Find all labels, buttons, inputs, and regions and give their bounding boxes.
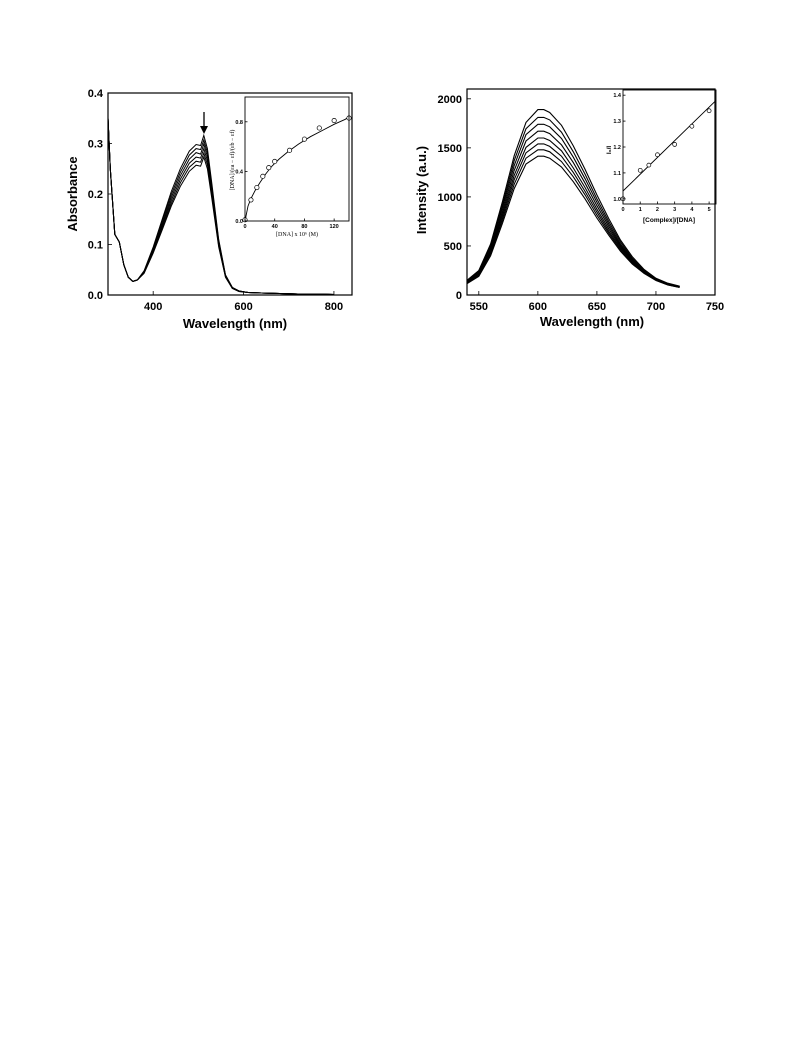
emission-y-tick-label: 500: [444, 241, 462, 253]
emission-x-tick-label: 550: [470, 301, 488, 313]
absorbance-inset-x-tick-label: 0: [243, 224, 246, 230]
emission-x-tick-label: 750: [706, 301, 724, 313]
absorbance-y-tick-label: 0.3: [88, 139, 103, 151]
emission-inset-point: [672, 142, 678, 147]
emission-y-axis-label: Intensity (a.u.): [414, 146, 429, 234]
absorbance-inset-x-tick-label: 40: [272, 224, 278, 230]
emission-y-tick-label: 2000: [438, 94, 462, 106]
emission-plot-frame: [466, 88, 716, 296]
emission-inset-y-axis-label: I₀/I: [606, 146, 613, 155]
absorbance-inset-x-tick-label: 120: [330, 224, 339, 230]
emission-x-tick-label: 600: [529, 301, 547, 313]
emission-x-tick-label: 700: [647, 301, 665, 313]
emission-inset-point: [689, 123, 695, 129]
emission-inset-y-tick-label: 1.2: [613, 145, 621, 151]
absorbance-x-tick-label: 800: [325, 301, 343, 313]
absorbance-series-line: [107, 118, 334, 295]
absorbance-inset-point: [248, 197, 254, 203]
emission-series-line: [466, 155, 680, 289]
absorbance-inset-point: [331, 118, 337, 124]
emission-inset-x-tick-label: 1: [639, 207, 642, 213]
absorbance-inset-point: [316, 125, 322, 131]
absorbance-plot-frame: [107, 92, 353, 296]
absorbance-inset-point: [266, 165, 272, 171]
emission-series-group: [466, 109, 680, 289]
emission-y-tick-label: 1500: [438, 143, 462, 155]
absorbance-inset-frame: [244, 96, 350, 222]
emission-inset-y-tick-label: 1.0: [613, 197, 621, 203]
absorbance-inset-x-axis-label: [DNA] x 10⁶ (M): [276, 231, 318, 238]
emission-y-tick-label: 1000: [438, 192, 462, 204]
emission-inset-y-tick-label: 1.3: [613, 119, 621, 125]
absorbance-inset-fit-line: [244, 116, 350, 222]
absorbance-series-line: [107, 118, 334, 295]
absorbance-x-tick-label: 400: [144, 301, 162, 313]
emission-series-line: [466, 130, 680, 288]
absorbance-y-tick-label: 0.1: [88, 240, 103, 252]
emission-inset-frame: [622, 89, 717, 205]
absorbance-inset-tick-group: 0 40 80 120 0.0 0.4 0.8: [235, 120, 338, 230]
absorbance-inset-y-axis-label: [DNA]/(εa − εf)/(εb − εf): [229, 130, 236, 191]
emission-inset-x-tick-label: 3: [673, 207, 676, 213]
absorbance-inset-points-group: [242, 115, 352, 223]
emission-inset-point: [706, 108, 712, 114]
absorbance-series-group: [107, 118, 334, 295]
emission-inset-tick-group: 0 1 2 3 4 5 1.0 1.1 1.2 1.3 1.4: [613, 93, 710, 213]
emission-inset-x-axis-label: [Complex]/[DNA]: [643, 217, 695, 224]
emission-chart: 550 600 650 700 750 0 500 1000 1500 2000 Waveleng…: [414, 88, 725, 329]
emission-inset-point: [637, 167, 643, 173]
absorbance-y-tick-label: 0.2: [88, 189, 103, 201]
absorbance-inset-point: [301, 136, 307, 142]
emission-inset-y-tick-label: 1.1: [613, 171, 621, 177]
absorbance-series-line: [107, 118, 334, 295]
emission-inset-point: [646, 162, 652, 168]
emission-inset-y-tick-label: 1.4: [613, 93, 622, 99]
emission-inset: 0 1 2 3 4 5 1.0 1.1 1.2 1.3 1.4 [Complex]/[DNA] I₀…: [606, 89, 717, 224]
absorbance-inset-y-tick-label: 0.4: [235, 169, 244, 175]
absorbance-inset-y-tick-label: 0.0: [235, 219, 243, 225]
emission-x-axis-label: Wavelength (nm): [540, 314, 644, 329]
absorbance-inset-x-tick-label: 80: [301, 224, 307, 230]
absorbance-inset: 0 40 80 120 0.0 0.4 0.8 [DNA] x 10⁶ (M) [DNA]/…: [229, 96, 352, 238]
emission-inset-fit-group: [622, 100, 717, 192]
absorbance-inset-point: [260, 173, 266, 179]
absorbance-inset-fit-group: [244, 116, 350, 222]
absorbance-inset-point: [287, 147, 293, 153]
absorbance-x-tick-label: 600: [234, 301, 252, 313]
emission-inset-points-group: [620, 108, 712, 202]
absorbance-inset-y-tick-label: 0.8: [235, 120, 243, 126]
emission-inset-x-tick-label: 0: [621, 207, 624, 213]
emission-series-line: [466, 116, 680, 287]
emission-inset-fit-line: [622, 100, 717, 192]
emission-inset-x-tick-label: 4: [690, 207, 694, 213]
down-arrow-icon: [200, 112, 208, 134]
emission-series-line: [466, 109, 680, 287]
absorbance-y-tick-label: 0.0: [88, 290, 103, 302]
emission-inset-x-tick-label: 5: [708, 207, 711, 213]
absorbance-series-line: [107, 118, 334, 295]
absorbance-y-tick-label: 0.4: [88, 88, 104, 100]
absorbance-inset-point: [272, 158, 278, 165]
emission-inset-x-tick-label: 2: [656, 207, 659, 213]
emission-series-line: [466, 123, 680, 288]
emission-y-tick-label: 0: [456, 290, 462, 302]
absorbance-x-axis-label: Wavelength (nm): [183, 316, 287, 331]
emission-tick-group: 550 600 650 700 750 0 500 1000 1500 2000: [438, 94, 725, 313]
absorbance-series-line: [107, 118, 334, 295]
absorbance-y-axis-label: Absorbance: [65, 156, 80, 231]
emission-x-tick-label: 650: [588, 301, 606, 313]
emission-inset-point: [655, 152, 660, 158]
absorbance-series-line: [107, 118, 334, 295]
absorbance-inset-point: [254, 184, 260, 191]
